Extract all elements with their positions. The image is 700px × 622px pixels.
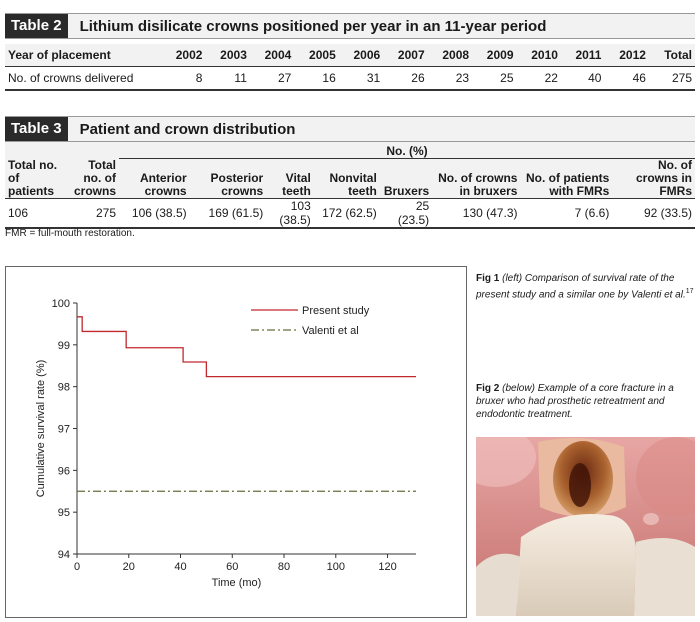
fig2-label: Fig 2	[476, 383, 500, 394]
x-tick-label: 60	[226, 561, 238, 573]
y-tick-label: 96	[58, 465, 70, 477]
t3-col-header: No. of patients with FMRs	[520, 158, 613, 199]
t3-cell: 92 (33.5)	[643, 206, 692, 220]
total-crowns-header: Total no. of crowns	[67, 142, 119, 199]
year-header-2010: 2010	[516, 44, 561, 67]
crowns-2009: 25	[500, 71, 514, 85]
year-header-2003: 2003	[205, 44, 250, 67]
year-header-2007: 2007	[383, 44, 428, 67]
y-tick-label: 94	[58, 549, 70, 561]
table2-title: Lithium disilicate crowns positioned per…	[79, 17, 547, 35]
y-tick-label: 99	[58, 340, 70, 352]
table3-number: Table 3	[5, 117, 68, 141]
year-header-2005: 2005	[294, 44, 339, 67]
y-tick-label: 95	[58, 507, 70, 519]
t3-col-header: No. of crowns in bruxers	[432, 158, 521, 199]
year-header-2002: 2002	[161, 44, 206, 67]
t3-col-header: Vital teeth	[266, 158, 314, 199]
x-tick-label: 100	[327, 561, 345, 573]
table3-header: Table 3 Patient and crown distribution	[5, 116, 695, 142]
table3: Total no. of patients Total no. of crown…	[5, 142, 695, 229]
x-tick-label: 40	[174, 561, 186, 573]
table2-header: Table 2 Lithium disilicate crowns positi…	[5, 13, 695, 39]
total-header: Total	[648, 44, 695, 67]
table3-title: Patient and crown distribution	[79, 120, 296, 138]
t3-col-header: No. of crowns in FMRs	[612, 158, 695, 199]
t3-cell: 172 (62.5)	[322, 206, 377, 220]
year-header-2011: 2011	[560, 44, 605, 67]
table3-group-row: Total no. of patients Total no. of crown…	[5, 142, 695, 199]
x-tick-label: 20	[123, 561, 135, 573]
fig1-ref: 17	[685, 288, 694, 295]
fig1-text: (left) Comparison of survival rate of th…	[476, 273, 686, 301]
crowns-2002: 8	[195, 71, 203, 85]
fig2-caption: Fig 2 (below) Example of a core fracture…	[476, 382, 694, 421]
crowns-delivered-label: No. of crowns delivered	[8, 71, 134, 85]
year-header-2004: 2004	[249, 44, 295, 67]
t3-cell: 275	[95, 206, 116, 220]
fig1-caption: Fig 1 (left) Comparison of survival rate…	[476, 272, 694, 301]
year-header-2009: 2009	[472, 44, 517, 67]
y-tick-label: 100	[52, 298, 70, 310]
y-axis-label: Cumulative survival rate (%)	[35, 360, 47, 498]
crowns-2006: 31	[366, 71, 381, 85]
t3-col-header: Posterior crowns	[189, 158, 267, 199]
series-line-0	[77, 316, 416, 378]
table3-subheader-row: Anterior crowns Posterior crowns Vital tee…	[5, 158, 695, 199]
survival-chart-frame: 94 95 96 97 98 99 100 0 20 40 60 80 100 120 Time (mo) C…	[5, 266, 467, 618]
x-axis-label: Time (mo)	[212, 577, 262, 589]
year-of-placement-label: Year of placement	[5, 44, 161, 67]
table2-header-row: Year of placement 2002 2003 2004 2005 2006 20…	[5, 44, 695, 67]
crowns-2007: 26	[411, 71, 425, 85]
legend-label-1: Valenti et al	[302, 325, 359, 337]
x-tick-label: 80	[278, 561, 290, 573]
t3-cell: 103 (38.5)	[279, 199, 311, 227]
crowns-2011: 40	[588, 71, 602, 85]
crowns-2003: 11	[234, 71, 247, 85]
year-header-2006: 2006	[338, 44, 384, 67]
y-tick-label: 98	[58, 382, 70, 394]
t3-col-header: Bruxers	[379, 158, 433, 199]
table2: Year of placement 2002 2003 2004 2005 2006 20…	[5, 44, 695, 91]
t3-cell: 7 (6.6)	[574, 206, 610, 220]
table3-data-row: 106 275 106 (38.5) 169 (61.5) 103 (38.5) 172 …	[5, 199, 695, 228]
total-patients-header: Total no. of patients	[5, 142, 67, 199]
crowns-2010: 22	[544, 71, 558, 85]
table2-data-row: No. of crowns delivered 8 11 27 16 31 26 23 25 2…	[5, 67, 695, 90]
t3-cell: 130 (47.3)	[462, 206, 518, 220]
t3-col-header: Anterior crowns	[119, 158, 190, 199]
x-tick-label: 120	[378, 561, 396, 573]
t3-cell: 169 (61.5)	[208, 206, 264, 220]
y-tick-label: 97	[58, 424, 70, 436]
tooth-image	[476, 437, 695, 616]
crowns-2004: 27	[277, 71, 292, 85]
t3-col-header: Nonvital teeth	[313, 158, 380, 199]
crowns-2005: 16	[322, 71, 336, 85]
no-percent-header: No. (%)	[119, 142, 695, 159]
t3-cell: 106 (38.5)	[131, 206, 187, 220]
crowns-2012: 46	[632, 71, 646, 85]
table2-number: Table 2	[5, 14, 68, 38]
year-header-2012: 2012	[604, 44, 649, 67]
legend-label-0: Present study	[302, 305, 370, 317]
fig2-text: (below) Example of a core fracture in a …	[476, 383, 674, 420]
table3-footnote: FMR = full-mouth restoration.	[5, 228, 135, 239]
crowns-2008: 23	[455, 71, 470, 85]
t3-cell: 106	[8, 206, 29, 220]
survival-chart: 94 95 96 97 98 99 100 0 20 40 60 80 100 120 Time (mo) C…	[35, 298, 416, 589]
x-tick-label: 0	[74, 561, 80, 573]
crowns-total: 275	[671, 71, 692, 85]
t3-cell: 25 (23.5)	[397, 199, 430, 227]
fig1-label: Fig 1	[476, 273, 500, 284]
core-fracture-photo	[476, 437, 695, 616]
year-header-2008: 2008	[427, 44, 473, 67]
